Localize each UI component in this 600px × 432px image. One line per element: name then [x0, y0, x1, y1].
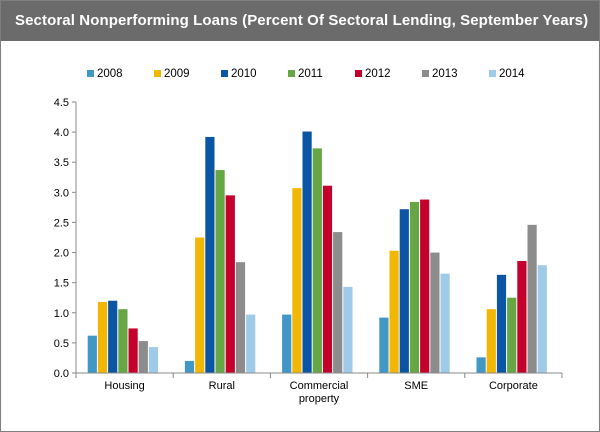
y-tick-label: 0.5	[54, 338, 69, 350]
bar-housing-2009	[97, 301, 108, 373]
bar-sme-2013	[430, 252, 440, 373]
bar-commercial-property-2012	[322, 185, 333, 373]
bar-housing-2012	[128, 328, 138, 373]
bar-housing-2008	[87, 335, 97, 373]
bar-commercial-property-2014	[343, 286, 353, 373]
y-tick-label: 0.0	[54, 368, 69, 380]
legend-swatch-2010	[221, 70, 228, 77]
bar-housing-2013	[138, 341, 148, 373]
bar-rural-2008	[184, 360, 195, 373]
x-tick-label: Rural	[209, 380, 235, 392]
bar-corporate-2008	[476, 357, 486, 373]
legend-swatch-2012	[355, 70, 362, 77]
bar-rural-2014	[246, 314, 256, 373]
bar-commercial-property-2011	[312, 148, 322, 373]
y-tick-label: 4.5	[54, 97, 69, 109]
legend-label-2008: 2008	[97, 68, 123, 80]
bar-sme-2011	[409, 201, 420, 373]
bar-rural-2009	[195, 237, 205, 373]
bar-housing-2014	[148, 347, 159, 373]
bar-rural-2013	[235, 262, 246, 373]
legend-swatch-2009	[154, 70, 161, 77]
bar-rural-2012	[225, 195, 235, 373]
x-axis: Housing Rural Commercial property SME Corpora…	[75, 372, 563, 405]
bar-corporate-2010	[496, 274, 507, 373]
bar-rural-2011	[215, 170, 225, 373]
bar-sme-2008	[379, 317, 389, 373]
bar-commercial-property-2013	[333, 232, 343, 373]
x-tick-label: Housing	[104, 380, 144, 392]
x-tick-label: Commercial property	[290, 380, 349, 405]
chart-title: Sectoral Nonperforming Loans (Percent Of…	[15, 12, 589, 29]
y-tick-label: 1.5	[54, 278, 69, 290]
x-tick-label: SME	[404, 380, 428, 392]
legend-label-2011: 2011	[298, 68, 323, 80]
bar-commercial-property-2010	[302, 131, 312, 373]
legend-swatch-2008	[87, 70, 94, 77]
bar-sme-2014	[440, 273, 450, 373]
bars	[87, 131, 547, 373]
bar-sme-2012	[420, 199, 430, 373]
bar-rural-2010	[205, 136, 215, 373]
legend-swatch-2013	[422, 70, 429, 77]
y-tick-label: 2.5	[54, 217, 69, 229]
legend-label-2009: 2009	[164, 68, 190, 80]
bar-housing-2011	[118, 309, 128, 373]
title-bar: Sectoral Nonperforming Loans (Percent Of…	[1, 1, 599, 41]
bar-sme-2010	[399, 209, 409, 373]
y-tick-label: 3.5	[54, 157, 69, 169]
x-tick-label: Corporate	[489, 380, 538, 392]
bar-commercial-property-2009	[292, 188, 302, 373]
y-tick-label: 2.0	[54, 248, 69, 260]
bar-corporate-2013	[527, 224, 537, 373]
bar-corporate-2009	[486, 309, 496, 373]
legend-label-2013: 2013	[432, 68, 458, 80]
legend-swatch-2014	[489, 70, 496, 77]
bar-commercial-property-2008	[282, 314, 292, 373]
legend-label-2010: 2010	[231, 68, 257, 80]
y-tick-label: 3.0	[54, 187, 69, 199]
bar-corporate-2014	[537, 265, 547, 373]
legend-label-2014: 2014	[499, 68, 525, 80]
bar-corporate-2011	[507, 297, 517, 373]
legend: 2008 2009 2010 2011 2012 2013 2014	[87, 68, 525, 80]
legend-swatch-2011	[288, 70, 295, 77]
bar-housing-2010	[108, 300, 118, 373]
y-tick-label: 4.0	[54, 127, 69, 139]
y-axis: 0.0 0.5 1.0 1.5 2.0 2.5 3.0 3.5 4.0 4.5	[54, 97, 77, 380]
legend-label-2012: 2012	[365, 68, 391, 80]
bar-sme-2009	[389, 250, 399, 373]
bar-corporate-2012	[517, 260, 527, 373]
y-tick-label: 1.0	[54, 308, 69, 320]
